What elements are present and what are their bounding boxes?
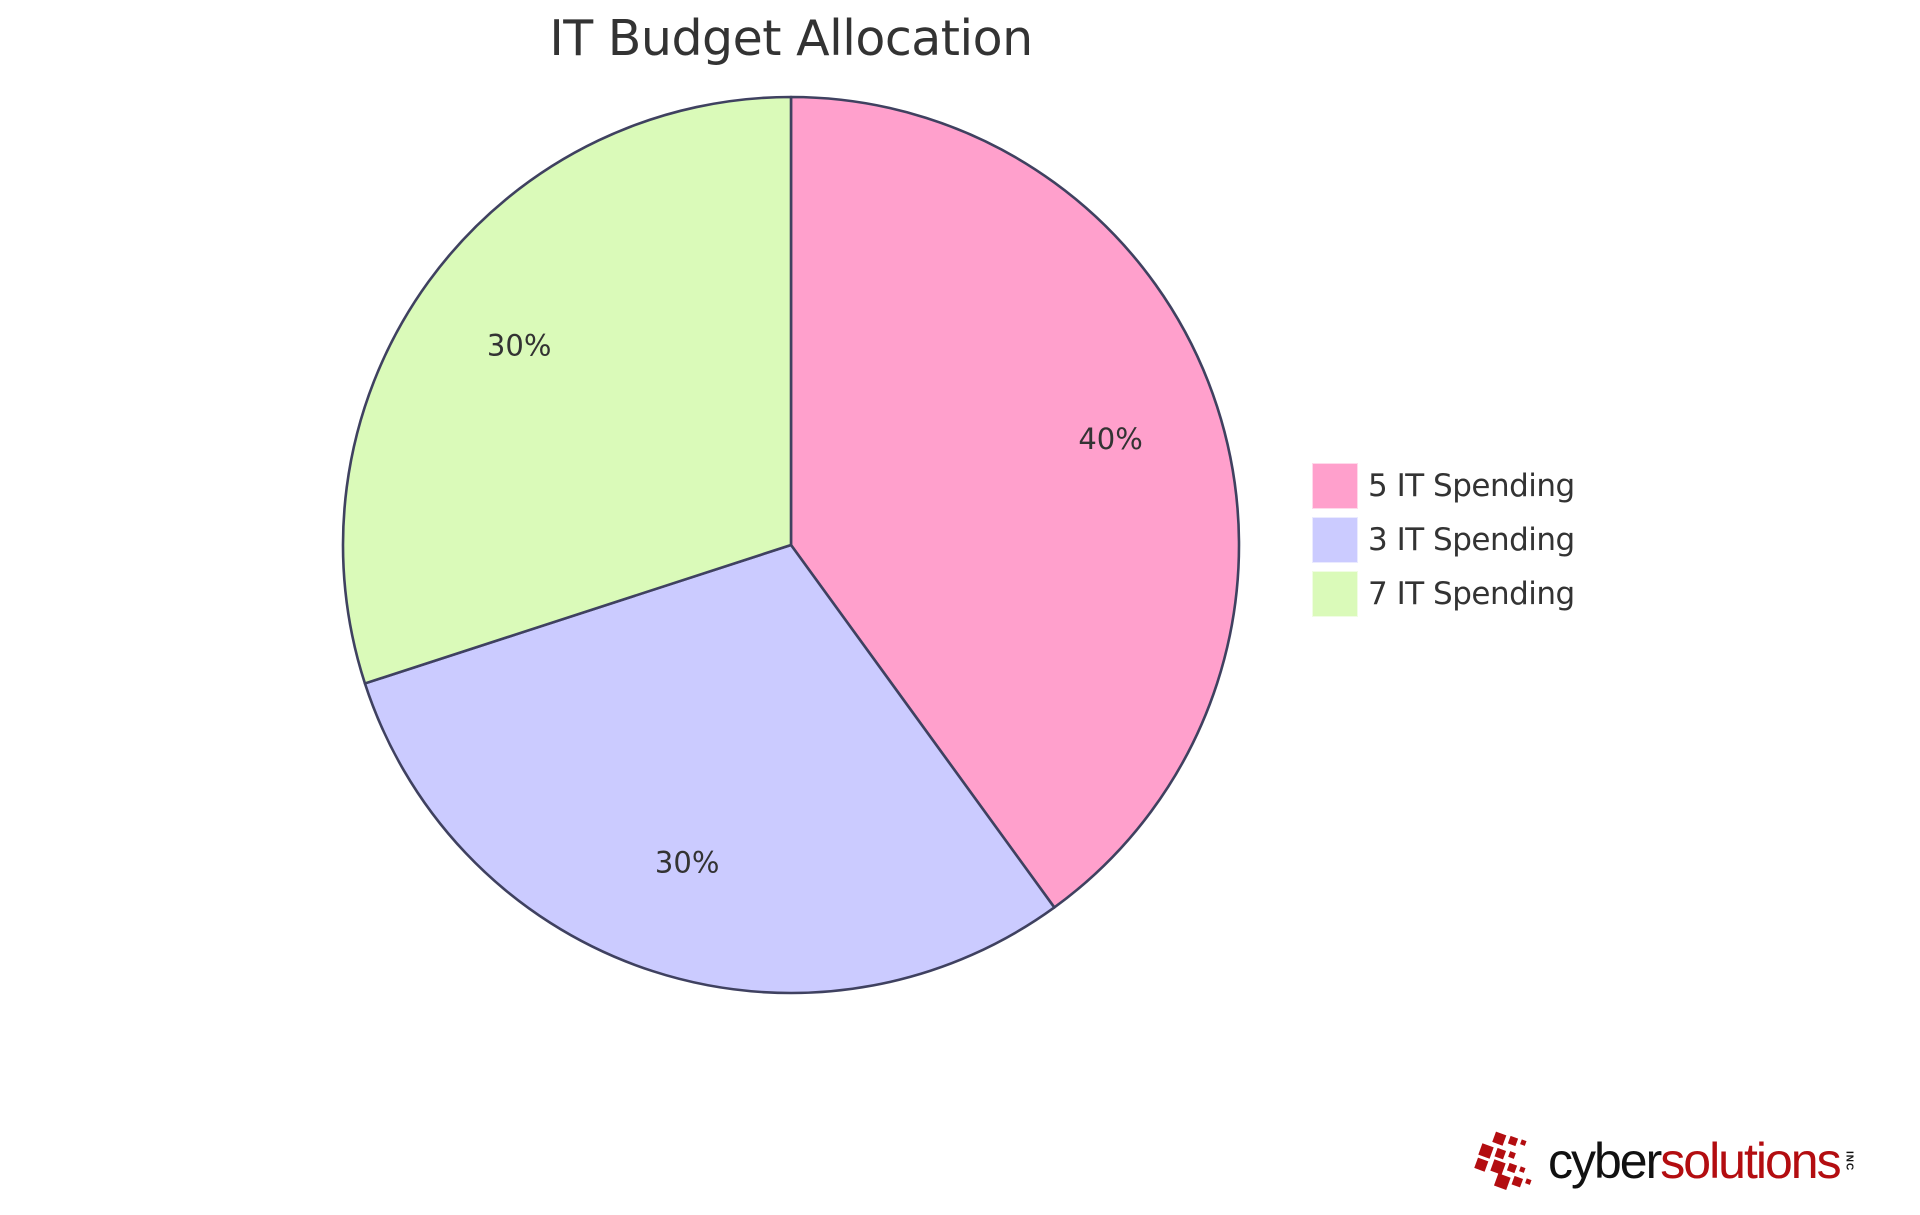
legend-item-3-it-spending: 3 IT Spending [1312, 517, 1575, 563]
logo-squares-icon [1474, 1131, 1532, 1190]
legend-item-5-it-spending: 5 IT Spending [1312, 463, 1575, 509]
legend-swatch-green [1312, 571, 1358, 617]
legend-swatch-lavender [1312, 517, 1358, 563]
legend-label: 7 IT Spending [1368, 576, 1575, 612]
cybersolutions-logo: cybersolutions INC [1474, 1130, 1855, 1192]
logo-text-cyber: cyber [1548, 1133, 1662, 1189]
legend: 5 IT Spending 3 IT Spending 7 IT Spendin… [1312, 463, 1575, 625]
logo-wordmark: cybersolutions [1548, 1133, 1842, 1189]
legend-swatch-pink [1312, 463, 1358, 509]
pie-slice-label: 40% [1078, 422, 1142, 456]
pie-slice-2 [363, 543, 1056, 995]
pie-labels: 40% 30% 30% [487, 329, 1143, 880]
chart-title: IT Budget Allocation [549, 10, 1033, 67]
logo-text-inc: INC [1843, 1150, 1855, 1172]
pie-slice-label: 30% [487, 329, 551, 363]
legend-label: 5 IT Spending [1368, 468, 1575, 504]
pie-slice-label: 30% [655, 846, 719, 880]
legend-label: 3 IT Spending [1368, 522, 1575, 558]
logo-text-solutions: solutions [1660, 1133, 1841, 1189]
pie-slice-3 [341, 95, 793, 685]
pie-slices [341, 95, 1241, 995]
legend-item-7-it-spending: 7 IT Spending [1312, 571, 1575, 617]
pie-slice-1 [789, 95, 1241, 909]
